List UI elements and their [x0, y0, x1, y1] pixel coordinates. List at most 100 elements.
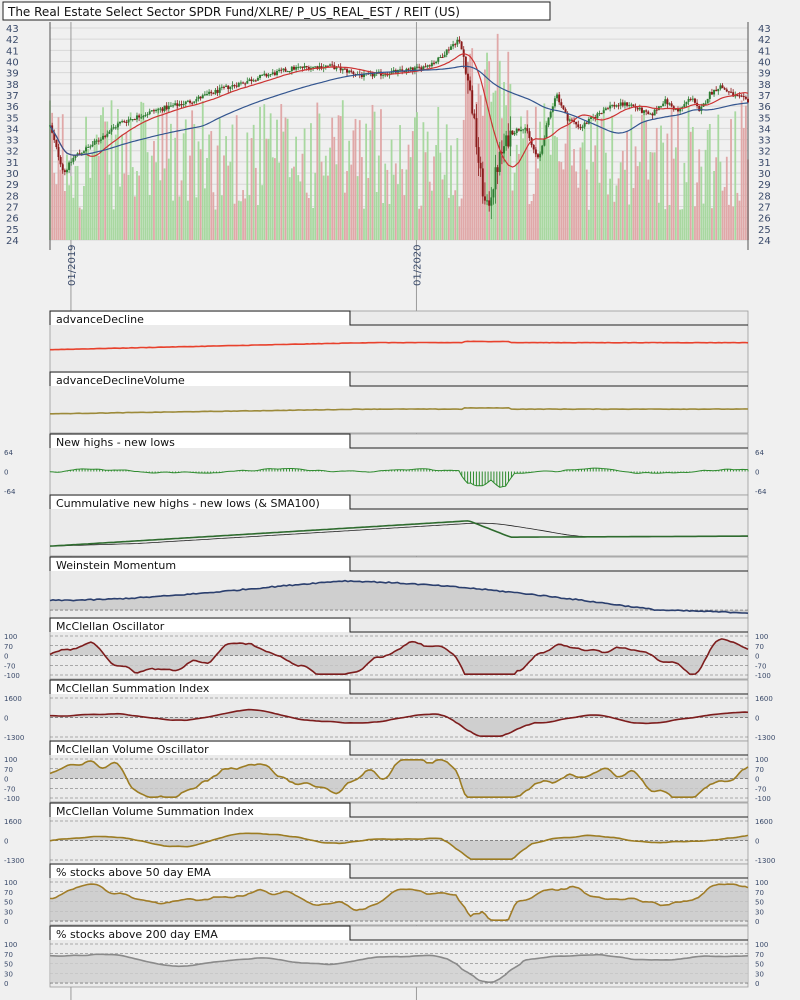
- candle-body: [706, 98, 709, 104]
- volume-bar: [263, 104, 266, 240]
- candle-body: [119, 121, 122, 124]
- candle-body: [244, 83, 247, 85]
- candle-body: [252, 80, 255, 82]
- candle-body: [157, 109, 160, 111]
- volume-bar: [422, 122, 425, 240]
- candle-body: [490, 197, 493, 206]
- price-tick-label-left: 25: [6, 225, 19, 236]
- volume-bar: [460, 198, 463, 240]
- candle-body: [108, 131, 111, 134]
- candle-body: [401, 69, 404, 71]
- volume-bar: [138, 175, 141, 240]
- volume-bar: [537, 168, 539, 240]
- price-tick-label-right: 38: [758, 80, 771, 91]
- candle-body: [189, 100, 192, 103]
- candle-body: [428, 65, 431, 67]
- candle-body: [290, 66, 293, 72]
- volume-bar: [303, 128, 306, 240]
- volume-bar: [305, 192, 308, 240]
- volume-bar: [259, 106, 261, 240]
- candle-body: [653, 109, 656, 116]
- indicator-line: [49, 520, 748, 547]
- candle-body: [135, 115, 138, 120]
- candle-body: [441, 56, 444, 58]
- volume-bar: [388, 203, 391, 240]
- candle-body: [727, 91, 730, 93]
- candle-body: [152, 110, 155, 112]
- candle-body: [318, 66, 321, 69]
- candle-body: [169, 105, 172, 107]
- candle-body: [713, 89, 716, 95]
- volume-bar: [341, 100, 344, 240]
- volume-bar: [505, 105, 508, 240]
- volume-bar: [314, 172, 317, 240]
- candle-body: [399, 69, 402, 71]
- panel-label-tab: [49, 494, 748, 510]
- panel-axis-label-left: 70: [4, 643, 13, 651]
- price-tick-label-right: 33: [758, 136, 771, 147]
- candle-body: [670, 103, 673, 107]
- volume-bar: [210, 131, 213, 240]
- candle-body: [261, 74, 264, 76]
- volume-bar: [280, 104, 283, 241]
- indicator-area: [50, 709, 748, 737]
- candle-body: [273, 72, 276, 75]
- panel-axis-label-left: 50: [4, 961, 13, 969]
- candle-body: [180, 104, 183, 106]
- panel-axis-label-right: 64: [755, 449, 764, 457]
- volume-bar: [365, 123, 368, 240]
- volume-bar: [208, 134, 211, 240]
- candle-body: [159, 108, 162, 110]
- volume-bar: [732, 206, 735, 240]
- indicator-line: [50, 708, 749, 737]
- volume-bar: [161, 106, 164, 240]
- volume-bar: [573, 149, 575, 240]
- volume-bar: [488, 61, 491, 241]
- candle-body: [611, 104, 614, 106]
- volume-bar: [668, 205, 671, 240]
- volume-bar: [522, 138, 525, 240]
- volume-bar: [127, 174, 130, 240]
- moving-averages: [49, 53, 749, 168]
- price-tick-label-right: 30: [758, 169, 771, 180]
- volume-bar: [172, 200, 174, 240]
- candle-body: [231, 85, 234, 87]
- panel-axis-label-right: 50: [755, 899, 764, 907]
- volume-bar: [53, 172, 56, 240]
- candle-body: [74, 155, 77, 158]
- panel-axis-label-left: 100: [4, 633, 17, 641]
- candle-body: [282, 68, 285, 70]
- candle-body: [371, 72, 374, 77]
- panel-label-tab: [49, 802, 748, 818]
- candle-body: [708, 92, 711, 99]
- volume-bar: [184, 119, 187, 240]
- volume-bar: [435, 145, 438, 240]
- indicator-line: [49, 759, 749, 798]
- volume-bar: [730, 119, 732, 240]
- indicator-area: [50, 638, 748, 675]
- panel-axis-label-right: -100: [755, 795, 771, 803]
- candle-body: [182, 104, 185, 106]
- candle-body: [57, 147, 60, 158]
- candle-body: [556, 94, 559, 99]
- panel-axis-label-right: -100: [755, 672, 771, 680]
- volume-bar: [464, 68, 467, 240]
- volume-bar: [621, 150, 624, 240]
- candle-body: [443, 54, 446, 58]
- candle-body: [346, 69, 349, 73]
- candle-body: [566, 113, 569, 121]
- volume-bar: [322, 175, 325, 240]
- panel-title: Cummulative new highs - new lows (& SMA1…: [56, 497, 320, 510]
- panel-axis-label-right: -64: [755, 488, 767, 496]
- volume-bar: [679, 209, 682, 240]
- candle-body: [503, 146, 506, 154]
- candle-body: [70, 161, 73, 163]
- volume-bar: [386, 169, 389, 240]
- volume-bar: [76, 165, 79, 240]
- candle-body: [278, 69, 281, 72]
- panel-axis-label-right: 0: [755, 980, 759, 988]
- candle-body: [227, 85, 230, 89]
- volume-bar: [187, 200, 189, 240]
- volume-bar: [318, 113, 321, 240]
